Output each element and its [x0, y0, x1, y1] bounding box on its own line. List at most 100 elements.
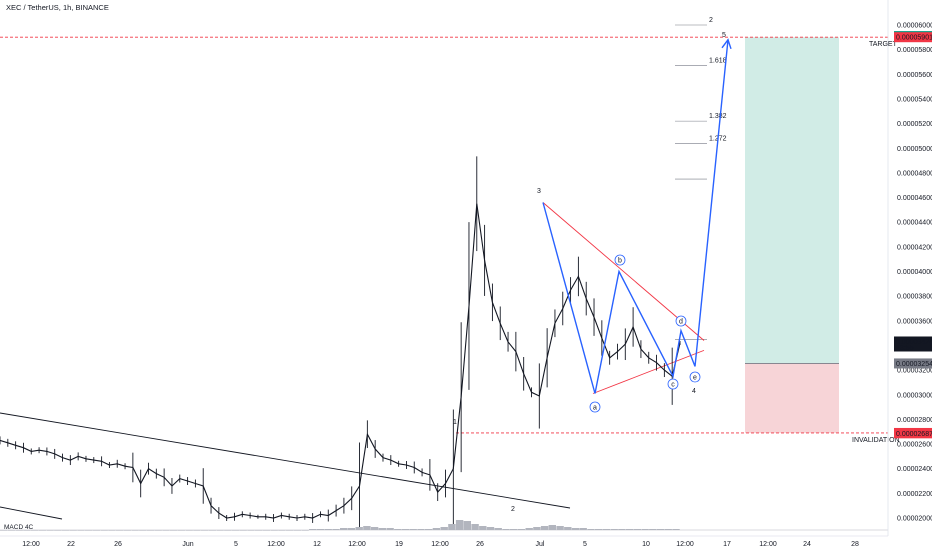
macd-bar [316, 529, 325, 530]
x-tick-label: 22 [67, 541, 75, 548]
macd-bar [262, 530, 271, 531]
x-tick-label: 12:00 [348, 541, 366, 548]
macd-bar [510, 529, 518, 530]
subwave-label: a [593, 405, 597, 412]
subwave-circle [675, 315, 687, 327]
y-tick-label: 0.00006000 [897, 23, 932, 30]
macd-bar [378, 528, 386, 530]
y-tick-label: 0.00002800 [897, 417, 932, 424]
macd-bar [77, 530, 85, 531]
subwave-circle [667, 378, 679, 390]
macd-bar [579, 528, 587, 530]
macd-bar [409, 529, 417, 530]
macd-bar [255, 530, 263, 531]
x-tick-label: 5 [583, 541, 587, 548]
target-label: TARGET [869, 41, 898, 48]
wave-arrowhead [721, 38, 732, 50]
x-tick-label: 5 [234, 541, 238, 548]
price-line [0, 203, 681, 519]
macd-bar [587, 529, 595, 530]
wave-path [542, 39, 729, 394]
macd-bar [525, 528, 533, 530]
target-zone [745, 37, 839, 364]
macd-bar [200, 530, 209, 531]
macd-bar [170, 530, 178, 531]
macd-bar [54, 530, 62, 531]
macd-bar [455, 520, 464, 530]
y-tick-label: 0.00005800 [897, 47, 932, 54]
triangle-lower-line [592, 349, 705, 394]
x-tick-label: 12:00 [267, 541, 285, 548]
macd-bar [394, 529, 402, 530]
macd-bar [185, 530, 193, 531]
macd-bar [540, 526, 549, 530]
y-tick-label: 0.00003000 [897, 392, 932, 399]
x-tick-label: Jul [536, 541, 545, 548]
macd-bar [494, 528, 502, 530]
macd-bar [432, 528, 441, 530]
entry-price-tag-bg [894, 358, 932, 369]
macd-bar [571, 528, 580, 530]
macd-bar [139, 530, 147, 531]
subwave-circle [689, 371, 701, 383]
wave-label: 4 [692, 388, 696, 395]
macd-bar [278, 530, 286, 531]
invalidation-label: INVALIDATION [852, 437, 900, 444]
subwave-circle [614, 254, 626, 266]
macd-bar [216, 530, 224, 531]
macd-bar [247, 530, 255, 531]
trendline [0, 412, 571, 509]
price-series [0, 156, 681, 530]
macd-bar [177, 530, 186, 531]
wave-label: 2 [511, 506, 515, 513]
macd-bar [486, 527, 495, 530]
macd-bar [471, 524, 479, 530]
macd-bar [38, 530, 46, 531]
macd-bar [30, 530, 39, 531]
macd-bar [370, 527, 379, 530]
macd-bar [656, 529, 665, 530]
macd-bar [502, 529, 510, 530]
fib-level-label: 1.618 [709, 58, 727, 65]
macd-bar [517, 529, 526, 530]
fib-level-label: 1.382 [709, 113, 727, 120]
macd-bar [564, 527, 572, 530]
macd-bar [162, 530, 170, 531]
macd-bar [417, 529, 425, 530]
x-tick-label: 12 [313, 541, 321, 548]
y-tick-label: 0.00002600 [897, 442, 932, 449]
invalidation-low-tag: 0.00002687 [896, 431, 932, 438]
macd-bar [123, 530, 131, 531]
macd-bar [479, 526, 487, 530]
macd-bar [69, 530, 77, 531]
subwave-label: c [671, 382, 675, 389]
y-tick-label: 0.00003600 [897, 318, 932, 325]
macd-label: MACD 4C [4, 524, 34, 531]
macd-bar [324, 529, 332, 530]
wave-label: 5 [722, 32, 726, 39]
macd-bar [92, 530, 101, 531]
y-tick-label: 0.00002400 [897, 466, 932, 473]
macd-bar [363, 526, 371, 530]
y-tick-label: 0.00003200 [897, 368, 932, 375]
y-tick-label: 0.00002200 [897, 491, 932, 498]
macd-bar [46, 530, 54, 531]
macd-bar [108, 530, 116, 531]
x-tick-label: 12:00 [22, 541, 40, 548]
y-tick-label: 0.00005200 [897, 121, 932, 128]
macd-bar [633, 529, 641, 530]
x-tick-label: Jun [182, 541, 193, 548]
macd-bar [293, 530, 301, 531]
macd-bar [625, 529, 634, 530]
macd-bar [618, 529, 626, 530]
macd-bar [340, 528, 348, 530]
macd-bar [602, 529, 611, 530]
macd-bar [664, 529, 672, 530]
macd-bar [386, 528, 394, 530]
macd-bar [15, 530, 23, 531]
y-tick-label: 0.00004200 [897, 244, 932, 251]
x-tick-label: 12:00 [431, 541, 449, 548]
wave-label: 1 [453, 419, 457, 426]
